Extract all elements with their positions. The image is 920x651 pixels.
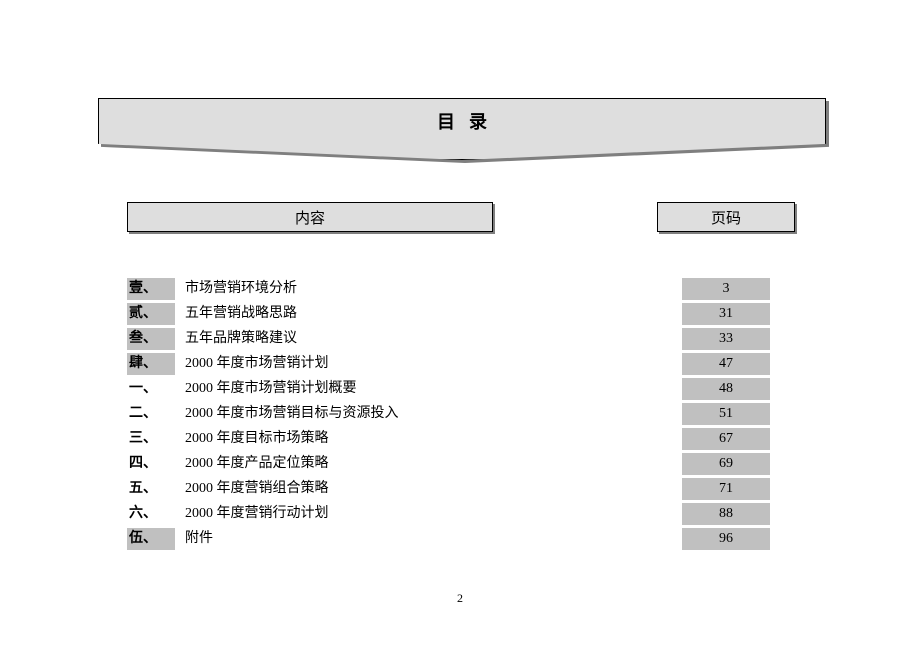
toc-row: 肆、2000 年度市场营销计划 47 (127, 353, 797, 378)
toc-row-title: 市场营销环境分析 (175, 278, 297, 300)
toc-row-title: 五年品牌策略建议 (175, 328, 297, 350)
toc-row-title: 2000 年度营销组合策略 (175, 478, 329, 500)
toc-list: 壹、市场营销环境分析3贰、五年营销战略思路31叁、五年品牌策略建议33肆、200… (127, 278, 797, 553)
toc-row-page: 69 (682, 453, 770, 475)
toc-row: 壹、市场营销环境分析 3 (127, 278, 797, 303)
toc-row: 三、2000 年度目标市场策略 67 (127, 428, 797, 453)
toc-row-number: 肆、 (127, 353, 175, 375)
title-text: 目录 (98, 108, 826, 134)
toc-row-number: 五、 (127, 478, 175, 500)
toc-row-page: 96 (682, 528, 770, 550)
toc-header-row: 内容 页码 (127, 202, 797, 232)
toc-row-page: 71 (682, 478, 770, 500)
toc-row: 伍、附件 96 (127, 528, 797, 553)
toc-row-number: 六、 (127, 503, 175, 525)
toc-row-page: 47 (682, 353, 770, 375)
toc-row-page: 33 (682, 328, 770, 350)
toc-row: 一、2000 年度市场营销计划概要 48 (127, 378, 797, 403)
toc-row-title: 2000 年度产品定位策略 (175, 453, 329, 475)
toc-row: 贰、五年营销战略思路 31 (127, 303, 797, 328)
header-page-label: 页码 (657, 202, 795, 232)
toc-row-number: 二、 (127, 403, 175, 425)
toc-row: 六、2000 年度营销行动计划 88 (127, 503, 797, 528)
toc-row-title: 2000 年度目标市场策略 (175, 428, 329, 450)
toc-row-title: 2000 年度市场营销目标与资源投入 (175, 403, 399, 425)
toc-row: 五、2000 年度营销组合策略 71 (127, 478, 797, 503)
toc-row-title: 附件 (175, 528, 213, 550)
document-page: 目录 内容 页码 壹、市场营销环境分析 3 贰、五年营销战略思路 31 叁、五年品牌策略… (0, 0, 920, 651)
toc-row-title: 五年营销战略思路 (175, 303, 297, 325)
toc-row-page: 51 (682, 403, 770, 425)
toc-row-number: 贰、 (127, 303, 175, 325)
title-banner: 目录 (98, 98, 826, 160)
toc-row-number: 叁、 (127, 328, 175, 350)
toc-row-page: 67 (682, 428, 770, 450)
toc-row-page: 3 (682, 278, 770, 300)
toc-row-number: 伍、 (127, 528, 175, 550)
toc-row: 四、2000 年度产品定位策略 69 (127, 453, 797, 478)
header-content-box: 内容 (127, 202, 493, 232)
toc-row: 二、2000 年度市场营销目标与资源投入 51 (127, 403, 797, 428)
toc-row-title: 2000 年度营销行动计划 (175, 503, 329, 525)
toc-row-number: 一、 (127, 378, 175, 400)
toc-row-page: 48 (682, 378, 770, 400)
toc-row-title: 2000 年度市场营销计划 (175, 353, 329, 375)
toc-row-number: 壹、 (127, 278, 175, 300)
page-number: 2 (0, 591, 920, 606)
header-page-box: 页码 (657, 202, 795, 232)
toc-row: 叁、五年品牌策略建议 33 (127, 328, 797, 353)
header-content-label: 内容 (127, 202, 493, 232)
toc-row-number: 三、 (127, 428, 175, 450)
toc-row-page: 88 (682, 503, 770, 525)
toc-row-number: 四、 (127, 453, 175, 475)
toc-row-page: 31 (682, 303, 770, 325)
toc-row-title: 2000 年度市场营销计划概要 (175, 378, 357, 400)
